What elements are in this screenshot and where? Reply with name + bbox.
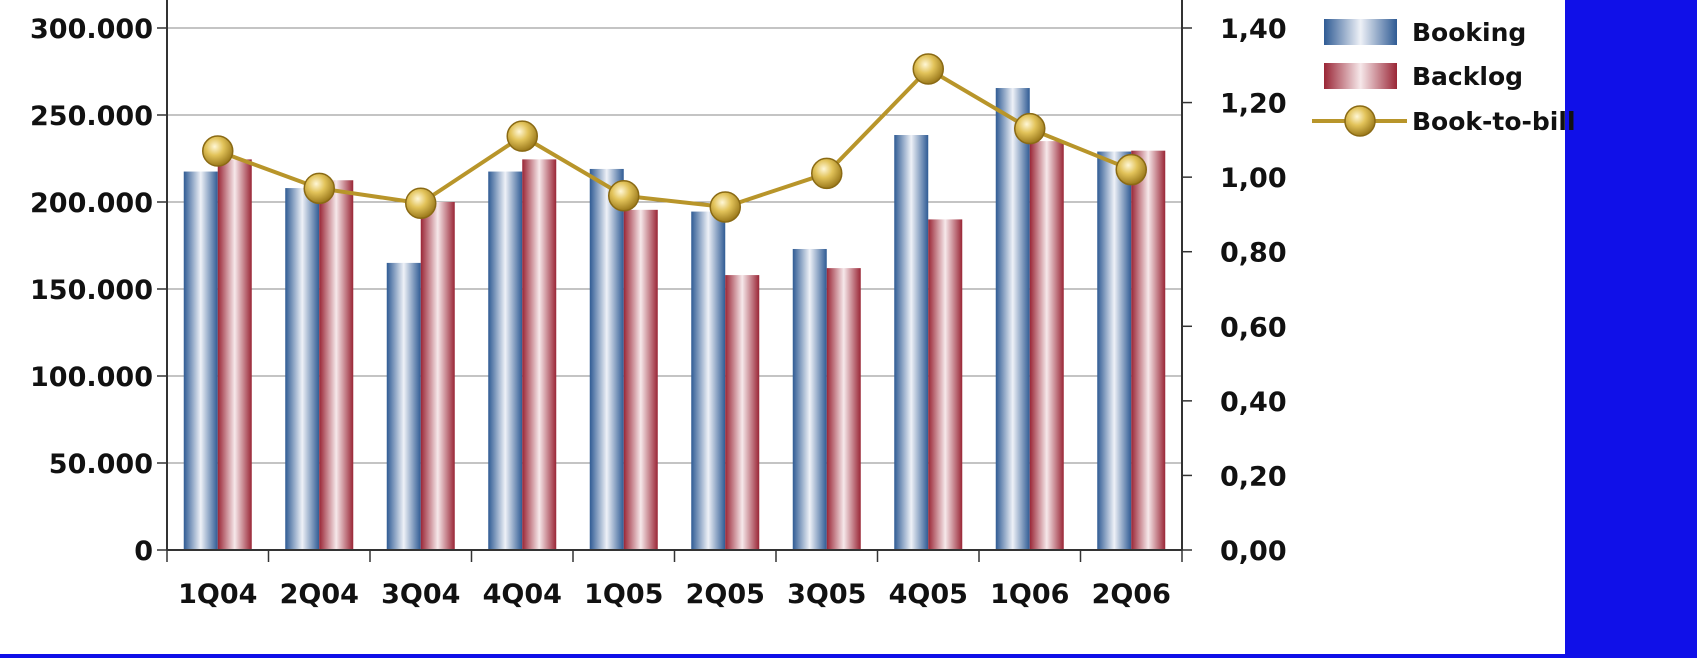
bar-backlog bbox=[319, 180, 354, 550]
bar-booking bbox=[691, 211, 726, 550]
bar-backlog bbox=[826, 268, 861, 550]
x-tick-label: 3Q04 bbox=[381, 579, 460, 610]
bar-backlog bbox=[217, 159, 252, 550]
y-left-tick-label: 300.000 bbox=[30, 14, 153, 45]
y-right-tick-label: 1,00 bbox=[1220, 163, 1287, 194]
x-tick-label: 1Q06 bbox=[990, 579, 1069, 610]
legend-marker-book-to-bill bbox=[1344, 105, 1376, 137]
y-right-tick-label: 1,20 bbox=[1220, 89, 1287, 120]
legend-swatch-backlog bbox=[1324, 63, 1397, 89]
bar-backlog bbox=[725, 275, 760, 550]
bar-booking bbox=[285, 188, 320, 550]
axes-group: 0 50.000 100.000 150.000 200.000 250.000 300.0… bbox=[30, 0, 1287, 610]
y-left-tick-label: 100.000 bbox=[30, 362, 153, 393]
plot-background bbox=[0, 0, 1565, 654]
book-to-bill-point bbox=[811, 157, 843, 190]
bar-backlog bbox=[420, 202, 455, 550]
bar-backlog bbox=[1131, 150, 1166, 551]
bar-backlog bbox=[522, 159, 557, 550]
y-left-tick-label: 250.000 bbox=[30, 101, 153, 132]
bar-booking bbox=[589, 168, 624, 550]
bar-booking bbox=[1097, 151, 1132, 551]
x-tick-label: 3Q05 bbox=[787, 579, 866, 610]
book-to-bill-point bbox=[202, 135, 234, 167]
legend-label: Backlog bbox=[1412, 62, 1523, 91]
x-tick-label: 2Q06 bbox=[1092, 579, 1171, 610]
bar-booking bbox=[183, 171, 218, 551]
y-left-tick-label: 150.000 bbox=[30, 275, 153, 306]
x-tick-label: 4Q04 bbox=[483, 579, 562, 610]
bar-backlog bbox=[1029, 141, 1064, 550]
book-to-bill-point bbox=[405, 187, 437, 219]
y-left-tick-label: 0 bbox=[134, 536, 153, 567]
legend-label: Booking bbox=[1412, 18, 1526, 47]
y-right-tick-label: 0,60 bbox=[1220, 312, 1287, 343]
bar-booking bbox=[488, 171, 523, 551]
x-tick-label: 1Q05 bbox=[584, 579, 663, 610]
book-to-bill-point bbox=[1014, 112, 1046, 145]
y-left-tick-label: 50.000 bbox=[49, 449, 153, 480]
y-right-tick-label: 0,80 bbox=[1220, 238, 1287, 269]
x-tick-label: 1Q04 bbox=[178, 579, 257, 610]
bar-booking bbox=[792, 248, 827, 551]
book-to-bill-point bbox=[303, 172, 335, 205]
bars-group bbox=[183, 88, 1166, 551]
bar-booking bbox=[894, 135, 929, 550]
legend-label: Book-to-bill bbox=[1412, 107, 1576, 136]
book-to-bill-point bbox=[506, 120, 538, 152]
bar-backlog bbox=[928, 219, 963, 550]
bar-backlog bbox=[623, 209, 658, 550]
legend: Booking Backlog Book-to-bill bbox=[1312, 18, 1576, 137]
y-right-tick-label: 0,00 bbox=[1220, 536, 1287, 567]
bar-booking bbox=[386, 262, 421, 550]
y-left-tick-label: 200.000 bbox=[30, 188, 153, 219]
book-to-bill-line-group bbox=[202, 53, 1147, 223]
y-right-tick-label: 1,40 bbox=[1220, 14, 1287, 45]
bar-booking bbox=[995, 88, 1030, 550]
book-to-bill-line bbox=[217, 67, 1132, 209]
x-tick-label: 2Q05 bbox=[686, 579, 765, 610]
x-tick-label: 2Q04 bbox=[280, 579, 359, 610]
book-to-bill-point bbox=[912, 53, 944, 85]
y-right-tick-label: 0,40 bbox=[1220, 387, 1287, 418]
book-to-bill-point bbox=[608, 180, 640, 212]
legend-swatch-booking bbox=[1324, 19, 1397, 45]
book-to-bill-point bbox=[709, 191, 741, 223]
y-right-tick-label: 0,20 bbox=[1220, 461, 1287, 492]
x-tick-label: 4Q05 bbox=[889, 579, 968, 610]
book-to-bill-point bbox=[1115, 153, 1147, 186]
